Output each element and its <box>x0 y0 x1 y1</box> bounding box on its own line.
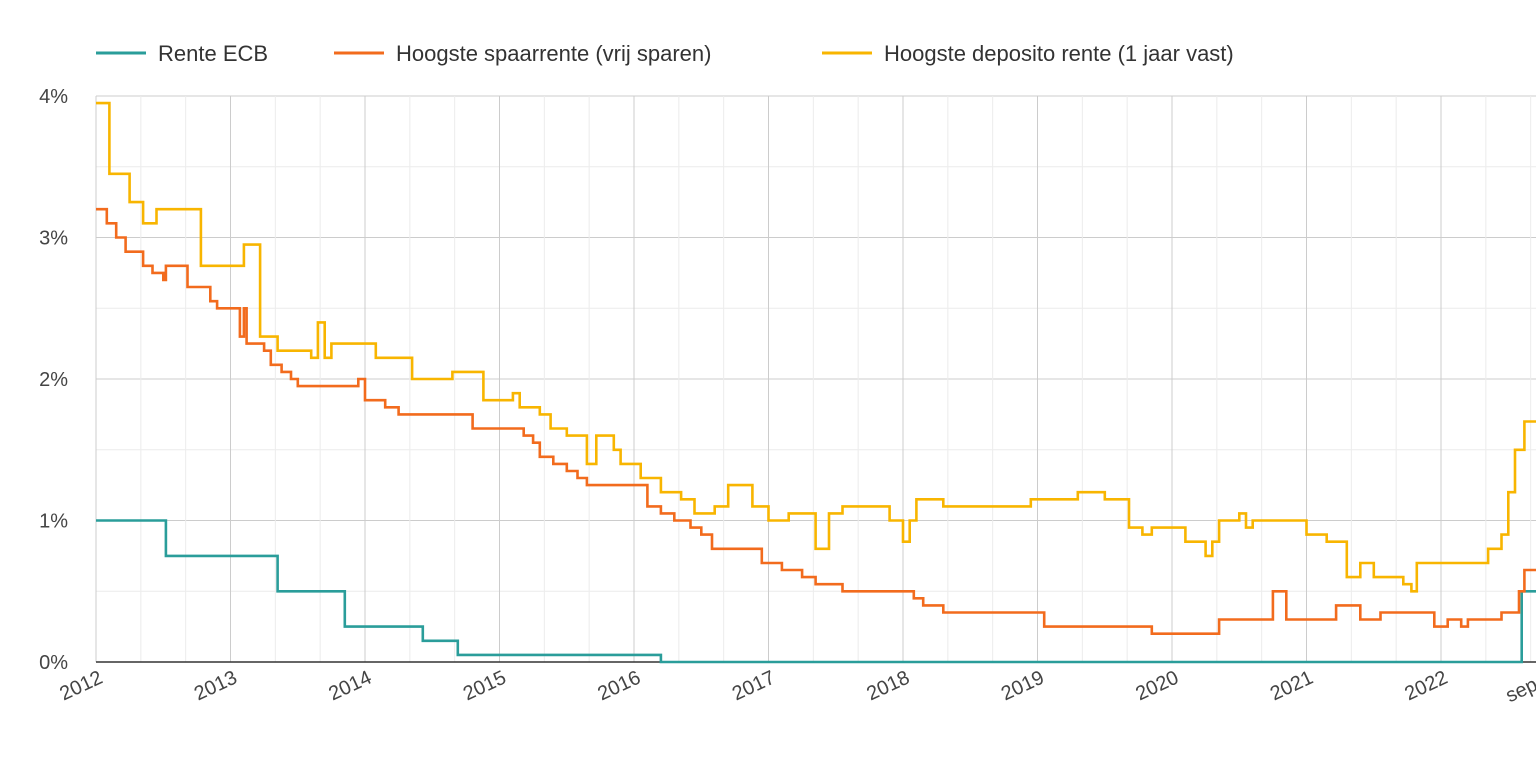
x-tick-label: 2020 <box>1132 667 1182 706</box>
x-axis: 2012 2013 2014 2015 2016 2017 2018 2019 2020 2021… <box>56 667 1536 708</box>
x-tick-label: sep... <box>1502 667 1536 708</box>
y-tick-label: 1% <box>39 511 68 533</box>
y-tick-label: 0% <box>39 652 68 674</box>
x-tick-label: 2021 <box>1267 667 1317 706</box>
x-tick-label: 2017 <box>729 667 779 706</box>
x-tick-label: 2022 <box>1401 667 1451 706</box>
legend-item-0[interactable]: Rente ECB <box>96 41 268 66</box>
legend-item-2[interactable]: Hoogste deposito rente (1 jaar vast) <box>822 41 1234 66</box>
legend-label: Hoogste deposito rente (1 jaar vast) <box>884 41 1234 66</box>
legend-label: Hoogste spaarrente (vrij sparen) <box>396 41 711 66</box>
y-tick-label: 3% <box>39 228 68 250</box>
x-tick-label: 2015 <box>460 667 510 706</box>
legend[interactable]: Rente ECB Hoogste spaarrente (vrij sparen… <box>96 41 1234 66</box>
x-tick-label: 2014 <box>325 667 375 706</box>
y-axis: 0% 1% 2% 3% 4% <box>39 86 68 674</box>
series-line-2 <box>96 101 1536 593</box>
series-line-1 <box>96 207 1536 635</box>
x-tick-label: 2016 <box>594 667 644 706</box>
series-layer <box>96 101 1536 664</box>
legend-item-1[interactable]: Hoogste spaarrente (vrij sparen) <box>334 41 711 66</box>
legend-label: Rente ECB <box>158 41 268 66</box>
y-tick-label: 4% <box>39 86 68 108</box>
series-line-0 <box>96 519 1536 664</box>
y-tick-label: 2% <box>39 369 68 391</box>
x-tick-label: 2013 <box>191 667 241 706</box>
x-tick-label: 2018 <box>863 667 913 706</box>
x-tick-label: 2019 <box>998 667 1048 706</box>
grid <box>95 95 1536 663</box>
